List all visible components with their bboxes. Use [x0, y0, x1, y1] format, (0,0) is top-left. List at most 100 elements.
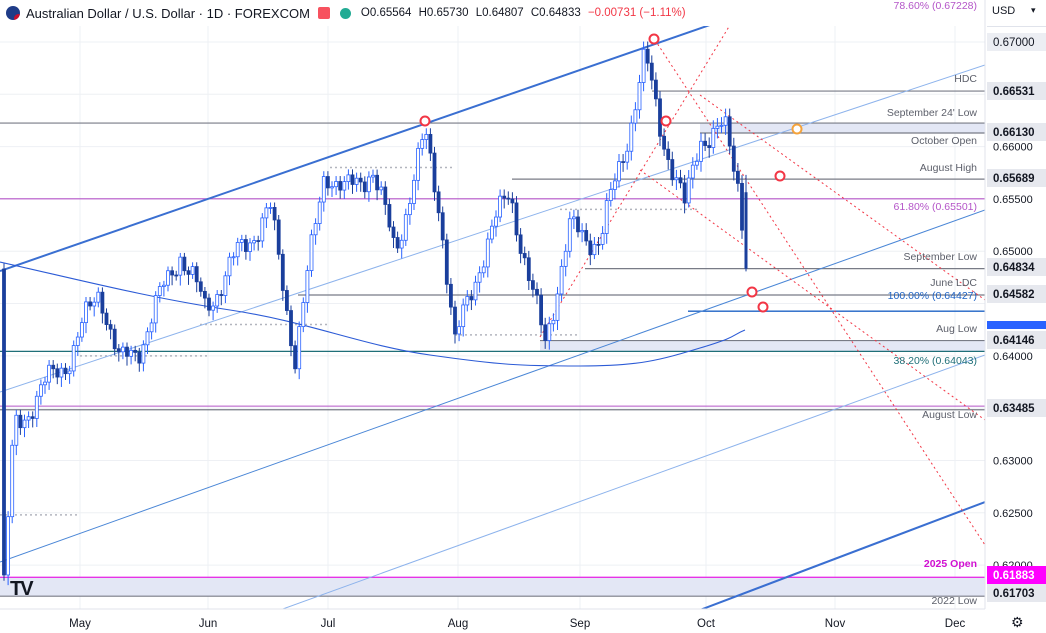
candle-body — [6, 516, 10, 576]
candle-body — [674, 177, 679, 181]
candle-body — [80, 322, 84, 338]
candle-body — [703, 140, 707, 146]
price-label-2: 0.66130 — [993, 127, 1035, 139]
candle-body — [338, 181, 343, 191]
candle-body — [711, 128, 716, 148]
candle-body — [2, 268, 6, 576]
candle-body — [424, 134, 429, 140]
candle-body — [436, 191, 441, 214]
candle-body — [125, 346, 129, 357]
price-label-3: 0.65689 — [993, 173, 1035, 185]
low-value: L0.64807 — [475, 7, 524, 19]
currency-selector[interactable]: USD — [992, 5, 1016, 17]
x-tick-label-5: Oct — [697, 618, 716, 630]
candle-body — [207, 297, 211, 311]
red-dotted-down-b — [639, 169, 985, 421]
candle-body — [387, 204, 392, 228]
lower-channel-line — [699, 501, 985, 609]
candle-body — [223, 275, 228, 296]
candle-body — [567, 218, 572, 252]
candle-body — [75, 336, 80, 346]
red-dotted-down-c — [699, 94, 985, 301]
price-label-bg-0 — [987, 33, 1046, 51]
plot-area — [0, 26, 985, 609]
candle-body — [149, 322, 154, 333]
red-flag-icon[interactable] — [317, 7, 330, 19]
candle-body — [92, 301, 97, 307]
x-tick-label-4: Sep — [570, 618, 590, 630]
candle-body — [498, 195, 503, 218]
candle-body — [100, 291, 105, 314]
candle-body — [313, 223, 318, 236]
symbol-title[interactable]: Australian Dollar / U.S. Dollar · 1D · F… — [26, 5, 310, 21]
candle-body — [305, 270, 310, 303]
candle-body — [342, 181, 347, 191]
candle-body — [153, 295, 158, 324]
market-status-icon[interactable] — [339, 7, 351, 19]
moving-average-line — [0, 261, 746, 367]
candle-body — [112, 328, 117, 350]
candle-body — [740, 182, 744, 231]
chevron-down-icon[interactable]: ▾ — [1031, 5, 1036, 15]
candle-body — [399, 239, 404, 249]
candle-body — [297, 326, 302, 370]
price-label-8: 0.61883 — [993, 570, 1035, 582]
y-tick-label-3: 0.64000 — [993, 351, 1033, 363]
candle-body — [465, 296, 470, 306]
price-label-bg-1 — [987, 82, 1046, 100]
candle-body — [202, 290, 207, 299]
candle-body — [391, 226, 396, 238]
candle-body — [473, 281, 478, 301]
y-tick-label-2: 0.63000 — [993, 455, 1033, 467]
candle-body — [485, 238, 490, 268]
candle-body — [633, 109, 638, 124]
candle-body — [596, 243, 601, 246]
candle-body — [547, 323, 552, 341]
candle-body — [420, 139, 425, 149]
candle-body — [731, 145, 736, 172]
candle-body — [678, 177, 683, 184]
candle-body — [440, 212, 445, 241]
light-lower-line — [281, 354, 985, 609]
candle-body — [276, 219, 281, 255]
candle-body — [219, 294, 224, 296]
candle-body — [182, 256, 187, 272]
candle-body — [14, 414, 19, 446]
candle-body — [30, 416, 35, 419]
price-label-bg-5 — [987, 285, 1046, 303]
price-label-bg-9 — [987, 584, 1046, 602]
candle-body — [141, 344, 146, 364]
candle-body — [563, 250, 568, 267]
gear-icon[interactable]: ⚙ — [1011, 614, 1024, 630]
upper-channel-line — [0, 26, 710, 272]
candle-body — [506, 197, 511, 200]
candles — [2, 41, 748, 586]
candle-body — [309, 234, 314, 271]
candle-body — [600, 233, 605, 245]
candle-body — [47, 364, 51, 383]
price-label-bg-6 — [987, 331, 1046, 349]
annotation-label-2: September 24' Low — [887, 107, 978, 119]
candle-body — [629, 122, 634, 152]
candle-body — [264, 207, 269, 219]
x-tick-label-0: May — [69, 618, 91, 630]
candle-body — [432, 152, 437, 193]
candle-body — [260, 217, 265, 242]
candle-body — [727, 116, 732, 147]
zone-aug-low — [540, 340, 985, 352]
candle-body — [580, 230, 584, 233]
candle-body — [55, 368, 60, 378]
candle-body — [43, 381, 47, 386]
candle-body — [194, 266, 199, 283]
candle-body — [67, 370, 72, 375]
annotation-label-10: 38.20% (0.64043) — [894, 355, 977, 367]
candle-body — [63, 367, 68, 375]
candle-body — [227, 256, 232, 277]
pivot-marker-3 — [774, 170, 786, 182]
candle-body — [682, 182, 687, 204]
candle-body — [416, 147, 421, 181]
candle-body — [284, 290, 289, 311]
price-label-0: 0.67000 — [993, 37, 1035, 49]
x-tick-label-6: Nov — [825, 618, 846, 630]
